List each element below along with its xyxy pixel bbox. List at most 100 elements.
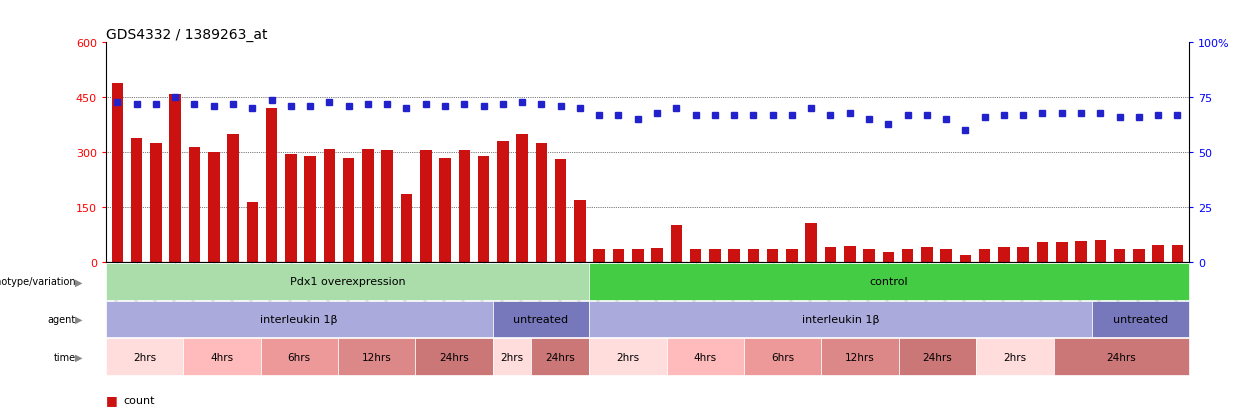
Bar bbox=[589, 301, 1092, 337]
Text: 12hrs: 12hrs bbox=[845, 352, 875, 362]
Text: interleukin 1β: interleukin 1β bbox=[802, 314, 879, 324]
Bar bbox=[690, 249, 701, 262]
Text: genotype/variation: genotype/variation bbox=[0, 277, 76, 287]
Bar bbox=[458, 151, 471, 262]
Text: 24hrs: 24hrs bbox=[545, 352, 575, 362]
Text: interleukin 1β: interleukin 1β bbox=[260, 314, 337, 324]
Bar bbox=[493, 339, 532, 375]
Bar bbox=[1094, 240, 1106, 262]
Bar bbox=[786, 249, 798, 262]
Bar bbox=[420, 151, 432, 262]
Bar bbox=[304, 157, 316, 262]
Bar bbox=[728, 249, 740, 262]
Text: ▶: ▶ bbox=[75, 352, 82, 362]
Bar bbox=[613, 249, 624, 262]
Bar bbox=[667, 339, 745, 375]
Bar bbox=[745, 339, 822, 375]
Bar bbox=[555, 160, 566, 262]
Text: 2hrs: 2hrs bbox=[133, 352, 156, 362]
Bar bbox=[493, 301, 589, 337]
Text: time: time bbox=[54, 352, 76, 362]
Bar bbox=[106, 339, 183, 375]
Text: agent: agent bbox=[47, 314, 76, 324]
Bar bbox=[401, 195, 412, 262]
Bar bbox=[806, 224, 817, 262]
Text: untreated: untreated bbox=[513, 314, 569, 324]
Bar bbox=[106, 301, 493, 337]
Text: ■: ■ bbox=[106, 393, 117, 406]
Bar bbox=[574, 200, 585, 262]
Bar bbox=[747, 249, 759, 262]
Bar bbox=[589, 339, 667, 375]
Bar bbox=[478, 157, 489, 262]
Text: 4hrs: 4hrs bbox=[693, 352, 717, 362]
Bar bbox=[439, 158, 451, 262]
Bar bbox=[497, 142, 509, 262]
Bar bbox=[632, 249, 644, 262]
Bar bbox=[767, 249, 778, 262]
Bar bbox=[594, 249, 605, 262]
Bar bbox=[1017, 248, 1030, 262]
Text: 2hrs: 2hrs bbox=[500, 352, 524, 362]
Bar bbox=[208, 153, 219, 262]
Bar bbox=[1056, 242, 1067, 262]
Bar bbox=[901, 249, 914, 262]
Bar bbox=[106, 263, 589, 300]
Bar bbox=[265, 109, 278, 262]
Text: 24hrs: 24hrs bbox=[1107, 352, 1137, 362]
Bar bbox=[285, 154, 296, 262]
Bar bbox=[671, 226, 682, 262]
Bar bbox=[960, 255, 971, 262]
Bar bbox=[324, 149, 335, 262]
Text: 12hrs: 12hrs bbox=[362, 352, 391, 362]
Bar bbox=[589, 263, 1189, 300]
Text: GDS4332 / 1389263_at: GDS4332 / 1389263_at bbox=[106, 28, 268, 43]
Bar bbox=[1172, 246, 1183, 262]
Bar bbox=[260, 339, 337, 375]
Text: 2hrs: 2hrs bbox=[1003, 352, 1026, 362]
Bar bbox=[863, 249, 875, 262]
Bar bbox=[183, 339, 260, 375]
Bar bbox=[112, 83, 123, 262]
Text: 24hrs: 24hrs bbox=[439, 352, 469, 362]
Bar bbox=[532, 339, 589, 375]
Text: Pdx1 overexpression: Pdx1 overexpression bbox=[290, 277, 406, 287]
Bar bbox=[883, 252, 894, 262]
Bar bbox=[189, 147, 200, 262]
Text: 2hrs: 2hrs bbox=[616, 352, 640, 362]
Text: 6hrs: 6hrs bbox=[771, 352, 794, 362]
Text: 24hrs: 24hrs bbox=[923, 352, 952, 362]
Bar bbox=[247, 202, 258, 262]
Bar bbox=[535, 144, 548, 262]
Text: ▶: ▶ bbox=[75, 314, 82, 324]
Bar bbox=[979, 249, 991, 262]
Bar bbox=[169, 95, 181, 262]
Bar bbox=[940, 249, 952, 262]
Bar bbox=[131, 138, 142, 262]
Bar bbox=[517, 135, 528, 262]
Text: ▶: ▶ bbox=[75, 277, 82, 287]
Bar bbox=[1153, 246, 1164, 262]
Bar bbox=[976, 339, 1053, 375]
Text: untreated: untreated bbox=[1113, 314, 1168, 324]
Bar bbox=[381, 151, 393, 262]
Bar bbox=[362, 149, 373, 262]
Text: count: count bbox=[123, 395, 154, 405]
Bar bbox=[342, 158, 355, 262]
Bar bbox=[710, 249, 721, 262]
Bar bbox=[899, 339, 976, 375]
Bar bbox=[1053, 339, 1189, 375]
Bar bbox=[824, 248, 837, 262]
Bar bbox=[921, 248, 933, 262]
Bar bbox=[651, 248, 662, 262]
Text: 6hrs: 6hrs bbox=[288, 352, 311, 362]
Bar bbox=[1092, 301, 1189, 337]
Bar bbox=[1076, 242, 1087, 262]
Bar bbox=[151, 144, 162, 262]
Text: 4hrs: 4hrs bbox=[210, 352, 234, 362]
Bar bbox=[998, 248, 1010, 262]
Bar bbox=[822, 339, 899, 375]
Bar bbox=[337, 339, 416, 375]
Bar bbox=[844, 247, 855, 262]
Bar bbox=[1114, 249, 1125, 262]
